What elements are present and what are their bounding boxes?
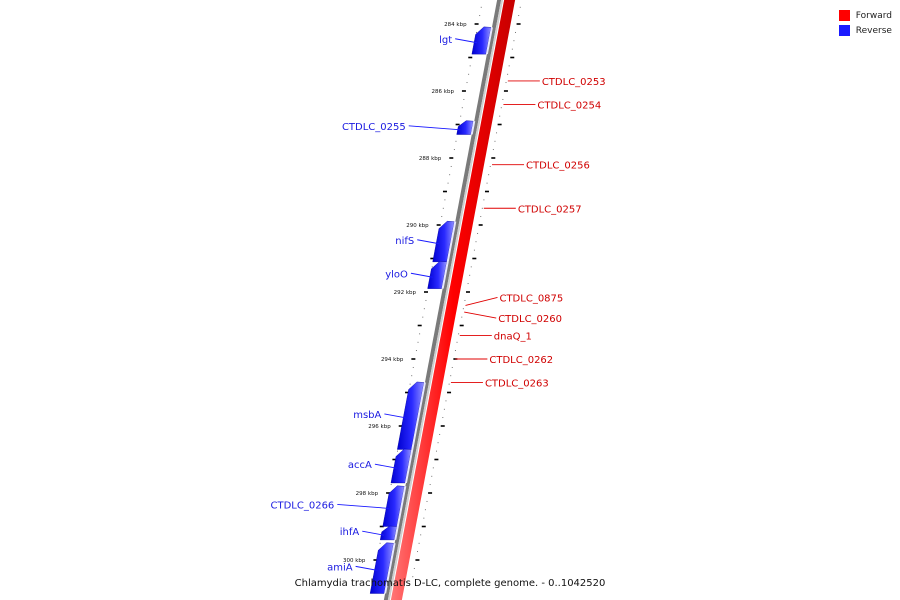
- reverse-gene-label: yloO: [385, 269, 408, 280]
- forward-genes: CTDLC_0253 CTDLC_0254 CTDLC_0256 CTDLC_0257…: [450, 77, 606, 389]
- forward-gene-label: CTDLC_0263: [485, 378, 549, 389]
- reverse-gene-leader: [362, 530, 385, 536]
- legend-reverse-label: Reverse: [855, 25, 892, 36]
- reverse-gene-leader: [384, 413, 407, 419]
- kbp-label: 284 kbp: [444, 22, 467, 28]
- reverse-strand-highlight: [387, 0, 504, 600]
- legend: Forward Reverse: [838, 8, 892, 38]
- forward-gene-leader: [465, 296, 498, 306]
- reverse-gene-edge: [485, 27, 493, 55]
- kbp-label: 298 kbp: [356, 491, 379, 497]
- reverse-gene-edge: [396, 486, 407, 527]
- reverse-gene-leader: [374, 463, 397, 469]
- reverse-gene-edge: [384, 543, 396, 594]
- kbp-label: 286 kbp: [432, 89, 455, 95]
- kbp-label: 296 kbp: [368, 424, 391, 430]
- reverse-gene-label: CTDLC_0266: [271, 500, 335, 511]
- kbp-label: 290 kbp: [406, 223, 429, 229]
- reverse-gene-leader: [408, 125, 461, 131]
- reverse-gene-label: nifS: [395, 236, 414, 247]
- kbp-label: 294 kbp: [381, 357, 404, 363]
- kbp-label: 300 kbp: [343, 558, 366, 564]
- forward-gene-label: CTDLC_0257: [518, 204, 582, 215]
- reverse-genes: lgt CTDLC_0255 nifS yloO msbA accA CTDLC_0266i…: [271, 26, 493, 594]
- reverse-gene-arrow: [379, 525, 397, 541]
- reverse-gene-arrow: [382, 485, 405, 527]
- forward-gene-label: CTDLC_0254: [537, 100, 601, 111]
- reverse-gene-label: lgt: [439, 35, 452, 46]
- reverse-gene-leader: [410, 272, 433, 278]
- reverse-gene-leader: [337, 503, 390, 509]
- reverse-gene-edge: [446, 221, 457, 262]
- forward-gene-label: CTDLC_0256: [526, 161, 590, 172]
- kbp-label: 292 kbp: [394, 290, 417, 296]
- reverse-gene-leader: [417, 239, 440, 245]
- legend-forward-swatch: [838, 10, 850, 21]
- reverse-gene-arrow: [456, 120, 474, 135]
- reverse-gene-label: amiA: [327, 562, 353, 573]
- reverse-gene-arrow: [390, 448, 412, 484]
- reverse-gene-arrow: [427, 261, 447, 289]
- forward-gene-label: CTDLC_0253: [542, 77, 606, 88]
- forward-gene-leader: [464, 311, 497, 319]
- reverse-gene-label: CTDLC_0255: [342, 122, 406, 133]
- reverse-gene-edge: [470, 121, 476, 135]
- reverse-gene-edge: [411, 382, 426, 450]
- reverse-gene-leader: [455, 38, 478, 44]
- reverse-gene-edge: [404, 449, 414, 483]
- kbp-label: 288 kbp: [419, 156, 442, 162]
- reverse-gene-label: ihfA: [340, 527, 360, 538]
- reverse-gene-edge: [394, 526, 399, 540]
- legend-reverse: Reverse: [838, 23, 892, 38]
- reverse-gene-leader: [355, 565, 378, 571]
- genome-caption: Chlamydia trachomatis D-LC, complete gen…: [294, 578, 606, 589]
- forward-gene-label: CTDLC_0260: [498, 314, 562, 325]
- reverse-gene-arrow: [432, 220, 455, 263]
- legend-reverse-swatch: [838, 25, 850, 36]
- legend-forward: Forward: [838, 8, 892, 23]
- reverse-gene-label: accA: [348, 460, 372, 471]
- reverse-gene-label: msbA: [353, 410, 381, 421]
- legend-forward-label: Forward: [855, 10, 892, 21]
- forward-strand-band: [390, 0, 516, 600]
- forward-gene-label: dnaQ_1: [494, 332, 532, 343]
- reverse-gene-edge: [441, 261, 449, 289]
- forward-gene-label: CTDLC_0875: [499, 293, 563, 304]
- reverse-gene-arrow: [471, 26, 492, 55]
- forward-gene-label: CTDLC_0262: [489, 355, 553, 366]
